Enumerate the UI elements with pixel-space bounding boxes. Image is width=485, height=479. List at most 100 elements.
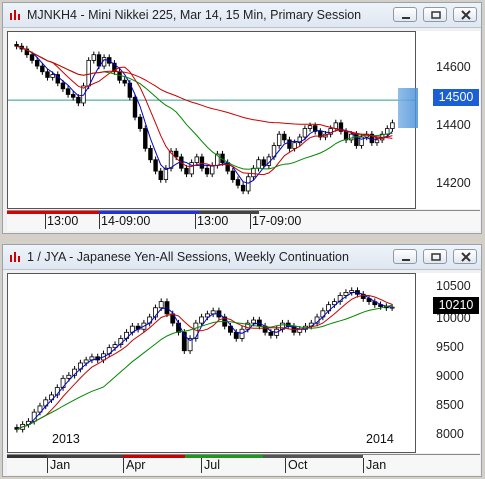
session-bar xyxy=(199,211,259,214)
chart-window-yen: 1 / JYA - Japanese Yen-All Sessions, Wee… xyxy=(2,244,482,477)
price-plot[interactable] xyxy=(7,31,416,209)
candle-body xyxy=(230,170,236,181)
restore-button[interactable] xyxy=(423,249,447,264)
candle-body xyxy=(338,122,344,132)
last-price-badge: 10210 xyxy=(433,297,479,314)
close-icon xyxy=(461,10,471,20)
candle-body xyxy=(251,167,256,178)
price-plot[interactable]: 2013 2014 xyxy=(7,273,416,453)
candle-body xyxy=(168,150,174,169)
session-bar xyxy=(47,455,123,458)
restore-button[interactable] xyxy=(423,7,447,22)
time-separator xyxy=(285,458,286,473)
time-label: 17-09:00 xyxy=(252,214,302,228)
candle-body xyxy=(60,377,66,388)
y-tick-label: 14200 xyxy=(436,176,471,190)
minimize-icon xyxy=(402,17,410,19)
candle-body xyxy=(331,301,337,306)
candle-body xyxy=(276,133,282,146)
candle-body xyxy=(76,96,81,104)
candle-body xyxy=(297,136,302,144)
time-label: Apr xyxy=(126,458,146,472)
time-separator xyxy=(250,214,251,229)
candle-body xyxy=(189,162,194,175)
ma-slow-line xyxy=(16,45,393,170)
candle-body xyxy=(65,88,71,95)
candle-body xyxy=(349,290,355,293)
candlestick-chart[interactable] xyxy=(8,274,415,452)
y-tick-label: 9000 xyxy=(436,369,464,383)
candle-body xyxy=(374,139,380,144)
time-label: 13:00 xyxy=(47,214,79,228)
candle-body xyxy=(34,59,40,67)
candle-body xyxy=(199,156,205,169)
y-tick-label: 14400 xyxy=(436,118,471,132)
candle-body xyxy=(302,128,308,138)
time-separator xyxy=(47,458,48,473)
candle-body xyxy=(390,122,395,129)
session-bar xyxy=(7,455,47,458)
close-button[interactable] xyxy=(453,7,477,22)
candle-body xyxy=(204,313,210,318)
minimize-button[interactable] xyxy=(393,7,417,22)
candle-body xyxy=(153,159,158,172)
title-bar[interactable]: MJNKH4 - Mini Nikkei 225, Mar 14, 15 Min… xyxy=(3,3,481,28)
price-axis[interactable]: 10500 10000 9500 9000 8500 8000 10210 xyxy=(416,273,480,453)
time-separator xyxy=(363,458,364,473)
candlestick-chart[interactable] xyxy=(8,32,415,208)
candle-body xyxy=(122,79,127,84)
candle-body xyxy=(318,130,323,138)
y-tick-label: 14600 xyxy=(436,60,471,74)
candle-body xyxy=(184,167,189,175)
candle-body xyxy=(292,142,297,149)
y-tick-label: 10500 xyxy=(436,279,471,293)
candle-body xyxy=(349,133,354,141)
candle-body xyxy=(147,316,153,324)
chart-icon xyxy=(10,252,20,262)
minimize-button[interactable] xyxy=(393,249,417,264)
time-label: 14-09:00 xyxy=(101,214,151,228)
candle-body xyxy=(245,322,251,330)
ma-mid-line xyxy=(16,45,393,176)
close-button[interactable] xyxy=(453,249,477,264)
candle-body xyxy=(312,125,318,132)
candle-body xyxy=(66,374,72,379)
candle-body xyxy=(83,359,89,364)
time-label: Jan xyxy=(366,458,387,472)
candle-body xyxy=(228,325,233,333)
candle-body xyxy=(210,165,215,175)
candle-body xyxy=(328,128,333,135)
title-bar[interactable]: 1 / JYA - Japanese Yen-All Sessions, Wee… xyxy=(3,245,481,270)
candle-body xyxy=(137,116,143,129)
y-tick-label: 10000 xyxy=(436,311,471,325)
candle-body xyxy=(239,328,245,339)
candle-body xyxy=(153,307,158,318)
price-axis[interactable]: 14600 14400 14200 14500 xyxy=(398,31,480,209)
candle-body xyxy=(91,54,97,61)
time-axis[interactable]: 13:00 14-09:00 13:00 17-09:00 xyxy=(7,210,480,231)
candle-body xyxy=(251,319,256,324)
year-label: 2014 xyxy=(366,432,394,446)
candle-body xyxy=(194,156,199,163)
session-bar xyxy=(123,455,185,458)
candle-body xyxy=(29,54,35,61)
candle-body xyxy=(199,316,205,324)
candle-body xyxy=(369,133,375,144)
candle-body xyxy=(86,59,91,87)
candle-body xyxy=(389,306,395,309)
candle-body xyxy=(181,331,187,352)
candle-body xyxy=(45,71,50,78)
candle-body xyxy=(333,122,338,129)
restore-icon xyxy=(431,253,441,261)
candle-body xyxy=(256,159,261,169)
candle-body xyxy=(187,338,193,352)
time-axis[interactable]: Jan Apr Jul Oct Jan xyxy=(7,454,480,475)
candle-body xyxy=(148,147,153,161)
ma-mid-line xyxy=(16,295,393,430)
y-tick-label: 8000 xyxy=(436,427,464,441)
candle-body xyxy=(60,82,66,90)
ma-fast-line xyxy=(16,45,393,184)
candle-body xyxy=(71,94,76,98)
session-bar xyxy=(263,455,363,458)
minimize-icon xyxy=(402,259,410,261)
